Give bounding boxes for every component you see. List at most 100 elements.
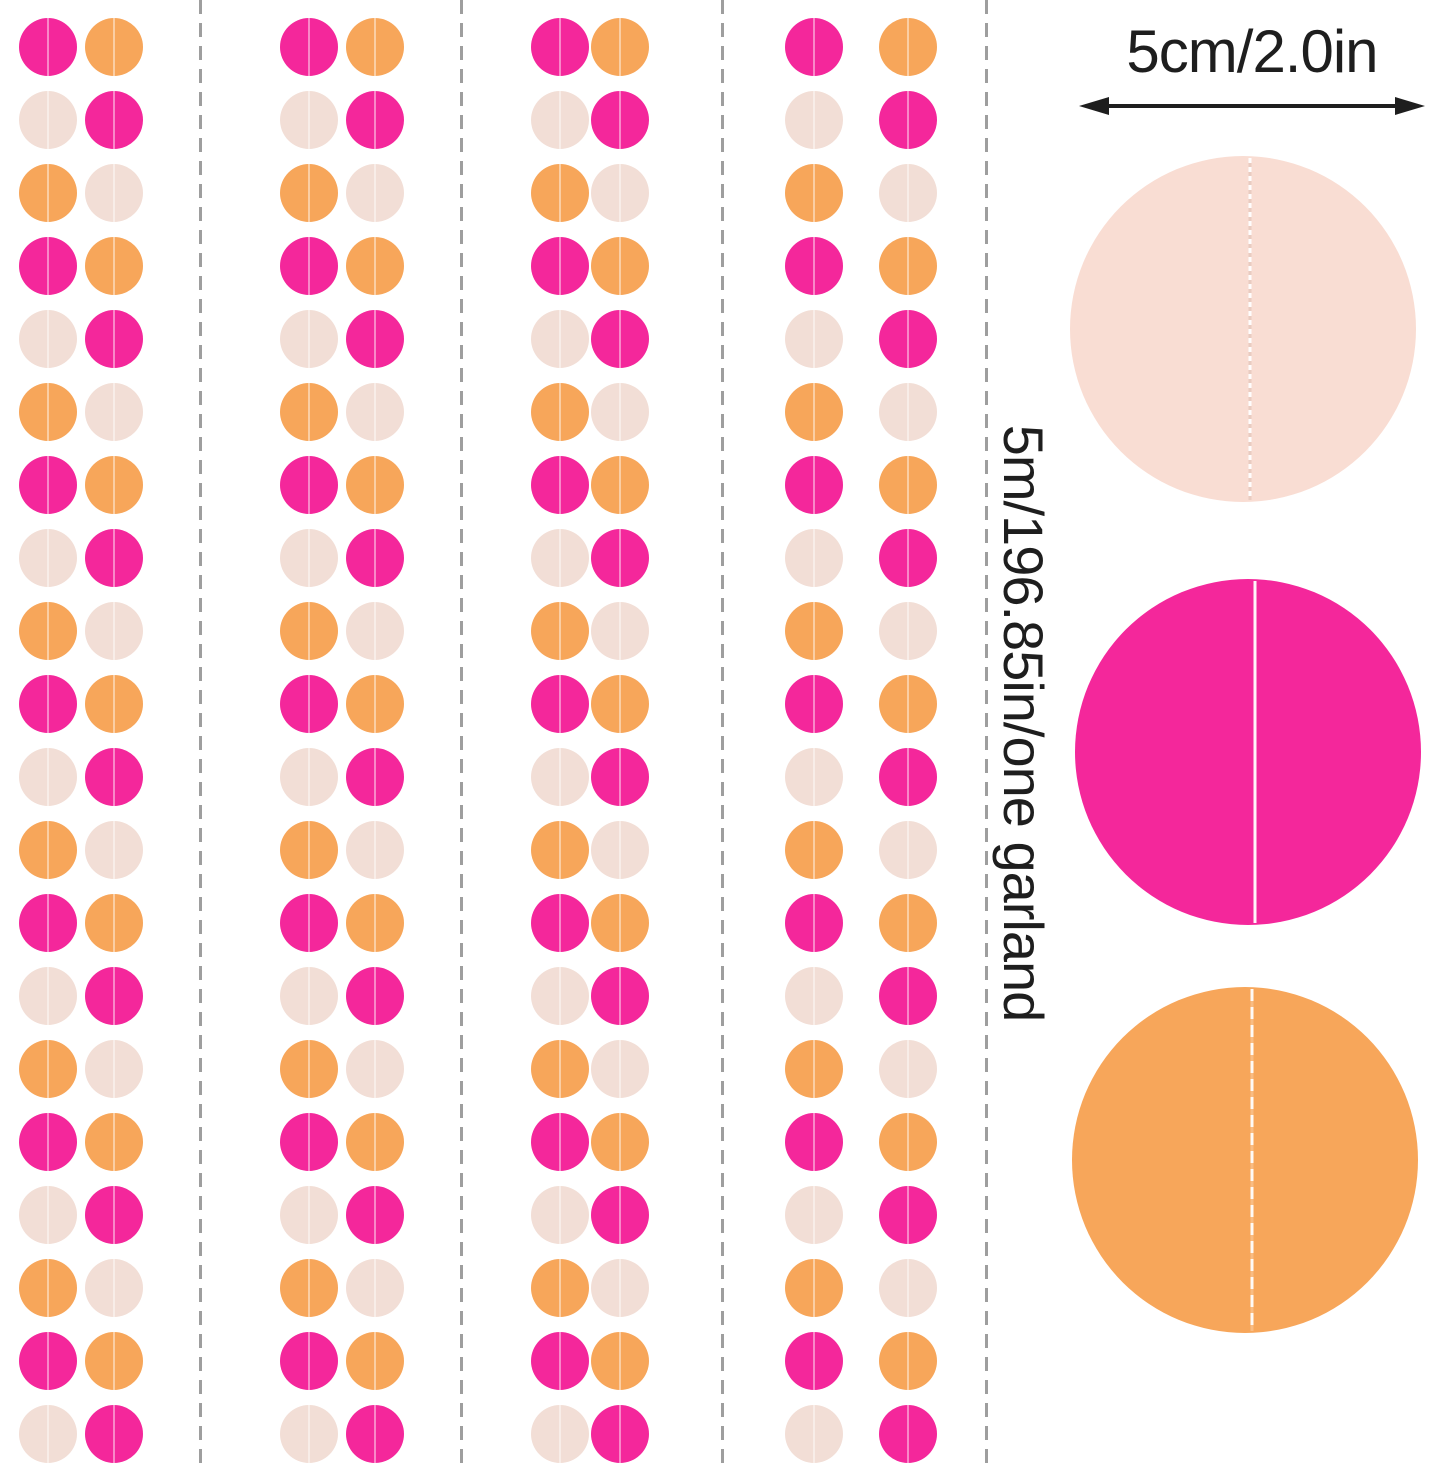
garland-dot-pink [879, 91, 937, 149]
garland-dot-pink [346, 529, 404, 587]
garland-dot-pink [85, 1405, 143, 1463]
garland-dot-cream [591, 1259, 649, 1317]
garland-dot-orange [19, 383, 77, 441]
garland-dot-orange [591, 1332, 649, 1390]
garland-dot-pink [19, 1113, 77, 1171]
garland-dot-orange [879, 1332, 937, 1390]
garland-dot-pink [591, 748, 649, 806]
garland-dot-orange [346, 18, 404, 76]
circle-swatch-orange [1072, 987, 1418, 1333]
garland-dot-cream [85, 164, 143, 222]
garland-dot-orange [85, 237, 143, 295]
garland-dot-cream [19, 1186, 77, 1244]
garland-dot-cream [85, 821, 143, 879]
garland-dot-pink [591, 310, 649, 368]
garland-dot-orange [280, 1259, 338, 1317]
garland-dot-cream [879, 164, 937, 222]
garland-dot-orange [785, 1259, 843, 1317]
garland-dot-orange [346, 1332, 404, 1390]
garland-dot-pink [19, 1332, 77, 1390]
garland-dot-orange [346, 237, 404, 295]
garland-dot-pink [280, 456, 338, 514]
garland-dot-pink [785, 675, 843, 733]
garland-dot-cream [531, 1405, 589, 1463]
garland-dot-cream [785, 91, 843, 149]
garland-strand-left [19, 18, 77, 1463]
garland-dot-orange [785, 1040, 843, 1098]
garland-dot-orange [879, 18, 937, 76]
garland-dot-cream [280, 967, 338, 1025]
garland-dot-orange [591, 18, 649, 76]
garland-dot-orange [19, 1259, 77, 1317]
garland-length-label: 5m/196.85in/one garland [992, 424, 1056, 1022]
garland-dot-cream [879, 1040, 937, 1098]
garland-dot-pink [531, 18, 589, 76]
garland-dot-orange [85, 1113, 143, 1171]
garland-dot-pink [531, 456, 589, 514]
garland-dot-orange [785, 383, 843, 441]
garland-dot-pink [591, 1186, 649, 1244]
garland-dot-orange [19, 164, 77, 222]
garland-dot-pink [280, 1113, 338, 1171]
garland-dot-cream [85, 1040, 143, 1098]
garland-dot-orange [531, 821, 589, 879]
garland-dot-orange [85, 675, 143, 733]
garland-dot-orange [531, 1040, 589, 1098]
garland-dot-pink [591, 1405, 649, 1463]
garland-dot-pink [280, 18, 338, 76]
garland-dot-orange [531, 164, 589, 222]
garland-dot-orange [591, 237, 649, 295]
dashed-divider-line [985, 0, 988, 1471]
garland-dot-orange [531, 602, 589, 660]
garland-dot-cream [280, 1186, 338, 1244]
garland-dot-cream [346, 1259, 404, 1317]
stitch-thread-line [1250, 989, 1254, 1331]
garland-dot-pink [879, 1405, 937, 1463]
garland-dot-cream [531, 91, 589, 149]
garland-dot-cream [280, 748, 338, 806]
garland-dot-pink [879, 529, 937, 587]
garland-dot-cream [346, 164, 404, 222]
garland-dot-pink [346, 91, 404, 149]
garland-dot-orange [19, 821, 77, 879]
garland-dot-cream [19, 748, 77, 806]
garland-dot-cream [591, 1040, 649, 1098]
garland-dot-pink [280, 1332, 338, 1390]
garland-dot-cream [19, 967, 77, 1025]
garland-dot-cream [280, 529, 338, 587]
garland-dot-cream [85, 383, 143, 441]
garland-dot-orange [785, 602, 843, 660]
garland-dot-cream [531, 529, 589, 587]
garland-dot-pink [879, 748, 937, 806]
garland-dot-cream [785, 967, 843, 1025]
garland-dot-cream [785, 1186, 843, 1244]
circle-swatch-cream [1070, 156, 1416, 502]
garland-dot-pink [280, 675, 338, 733]
garland-dot-cream [280, 1405, 338, 1463]
garland-strand-right [85, 18, 143, 1463]
garland-dot-cream [879, 383, 937, 441]
garland-dot-pink [19, 18, 77, 76]
garland-dot-cream [19, 529, 77, 587]
double-headed-arrow-icon [1079, 97, 1425, 115]
garland-dot-pink [280, 237, 338, 295]
garland-dot-orange [591, 1113, 649, 1171]
garland-dot-orange [879, 456, 937, 514]
garland-dot-orange [280, 383, 338, 441]
garland-dot-cream [346, 602, 404, 660]
garland-dot-cream [346, 821, 404, 879]
garland-dot-pink [879, 1186, 937, 1244]
garland-dot-cream [879, 821, 937, 879]
garland-dot-pink [346, 967, 404, 1025]
garland-dot-cream [19, 310, 77, 368]
dashed-divider-line [460, 0, 463, 1471]
garland-dot-cream [19, 1405, 77, 1463]
garland-dot-pink [785, 1113, 843, 1171]
garland-dot-orange [879, 675, 937, 733]
stitch-thread-line [1253, 581, 1257, 923]
garland-dot-pink [19, 237, 77, 295]
garland-dot-orange [531, 383, 589, 441]
garland-dot-orange [85, 894, 143, 952]
garland-dot-orange [785, 821, 843, 879]
garland-dot-cream [346, 1040, 404, 1098]
